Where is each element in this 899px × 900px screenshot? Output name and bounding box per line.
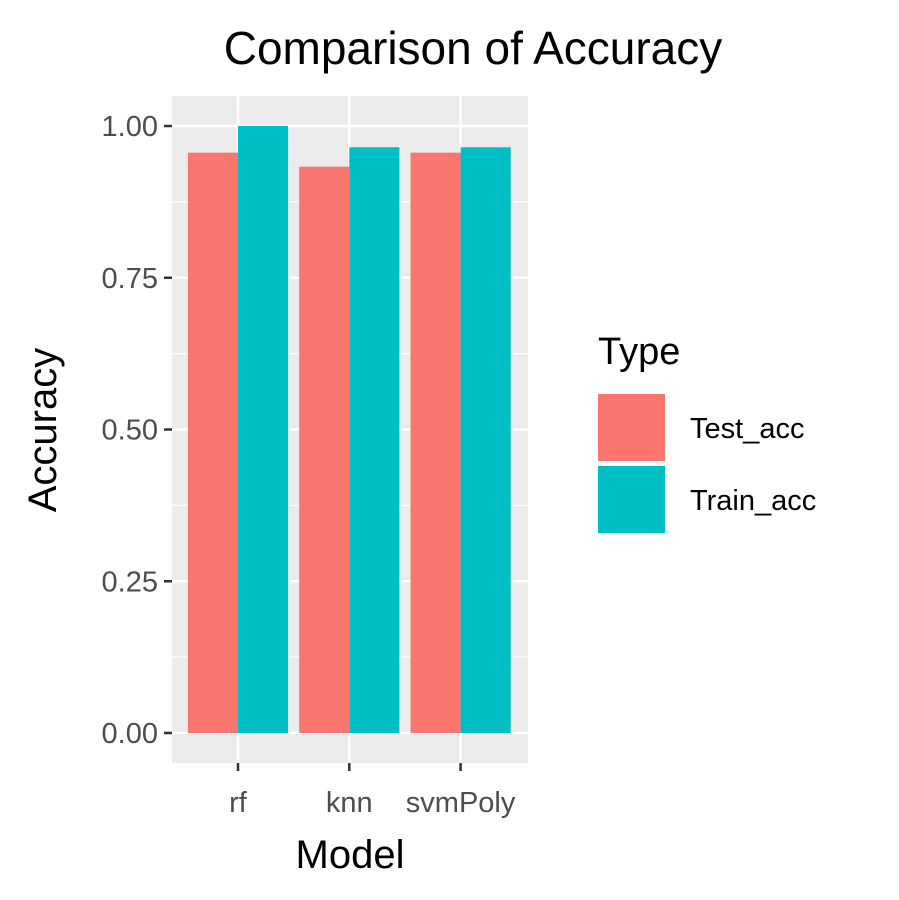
bars — [187, 126, 511, 733]
legend-title: Type — [598, 331, 680, 373]
y-tick-label: 0.50 — [102, 415, 158, 447]
y-tick-label: 0.75 — [102, 263, 158, 295]
y-tick-label: 0.25 — [102, 566, 158, 598]
legend-key-test-acc — [598, 394, 665, 461]
legend-key-train-acc — [598, 466, 665, 533]
bar-train-acc-svmpoly — [460, 147, 511, 733]
x-axis: rf knn svmPoly — [229, 763, 516, 819]
x-axis-title: Model — [296, 833, 405, 877]
bar-train-acc-rf — [238, 126, 289, 733]
bar-test-acc-rf — [187, 152, 238, 733]
x-tick-label: svmPoly — [406, 787, 516, 819]
x-tick-label: rf — [229, 787, 248, 819]
bar-test-acc-knn — [299, 166, 350, 733]
legend-label: Train_acc — [690, 485, 816, 517]
bar-train-acc-knn — [349, 147, 400, 733]
legend: Type Test_acc Train_acc — [598, 331, 816, 533]
y-tick-label: 0.00 — [102, 718, 158, 750]
legend-label: Test_acc — [690, 413, 804, 445]
chart-title: Comparison of Accuracy — [224, 22, 723, 74]
y-axis-title: Accuracy — [21, 348, 65, 513]
x-tick-label: knn — [326, 787, 373, 819]
bar-test-acc-svmpoly — [410, 152, 461, 733]
y-tick-label: 1.00 — [102, 111, 158, 143]
y-axis: 0.00 0.25 0.50 0.75 1.00 — [102, 111, 172, 750]
